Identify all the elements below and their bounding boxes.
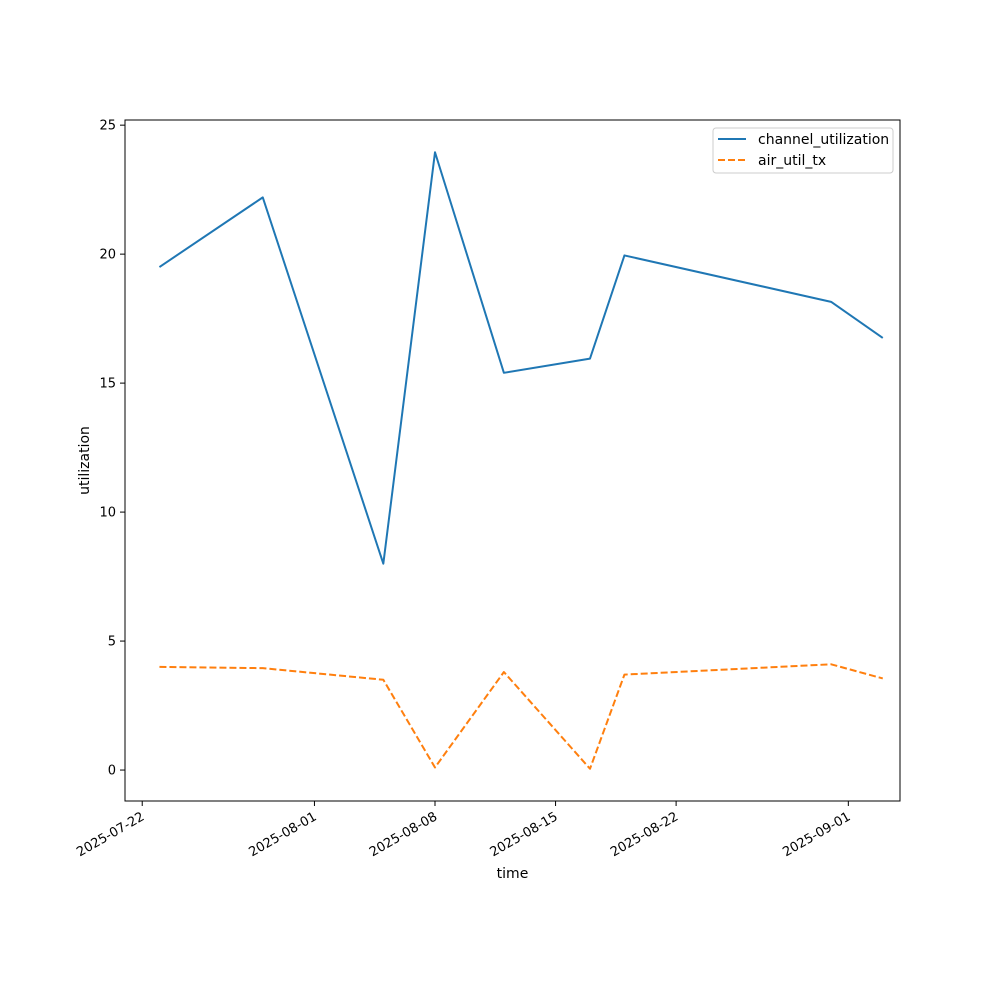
y-tick-label: 10: [99, 506, 116, 521]
y-tick-label: 20: [99, 248, 116, 263]
series-layer: [158, 151, 884, 770]
y-axis-label: utilization: [77, 426, 93, 495]
series-line-channel-utilization: [158, 151, 884, 565]
x-tick-label: 2025-08-08: [367, 809, 440, 860]
x-tick-label: 2025-08-15: [488, 809, 561, 860]
y-tick-label: 15: [99, 377, 116, 392]
plot-area-border: [124, 119, 901, 802]
x-tick-label: 2025-08-22: [608, 809, 681, 860]
x-tick-label: 2025-09-01: [780, 809, 853, 860]
legend-label: air_util_tx: [758, 153, 826, 169]
x-tick-label: 2025-08-01: [247, 809, 320, 860]
legend: channel_utilization air_util_tx: [712, 127, 894, 174]
x-axis-label: time: [497, 866, 529, 882]
y-axis-ticks: 0 5 10 15 20 25: [99, 119, 125, 779]
legend-label: channel_utilization: [758, 132, 889, 148]
axes-frame: [124, 119, 901, 802]
series-line-air-util-tx: [159, 663, 884, 770]
legend-box: [712, 127, 894, 174]
x-axis-ticks: 2025-07-22 2025-08-01 2025-08-08 2025-08-15…: [74, 801, 853, 860]
x-tick-label: 2025-07-22: [74, 809, 147, 860]
y-tick-label: 25: [99, 119, 116, 134]
y-tick-label: 0: [108, 764, 116, 779]
y-tick-label: 5: [108, 635, 116, 650]
